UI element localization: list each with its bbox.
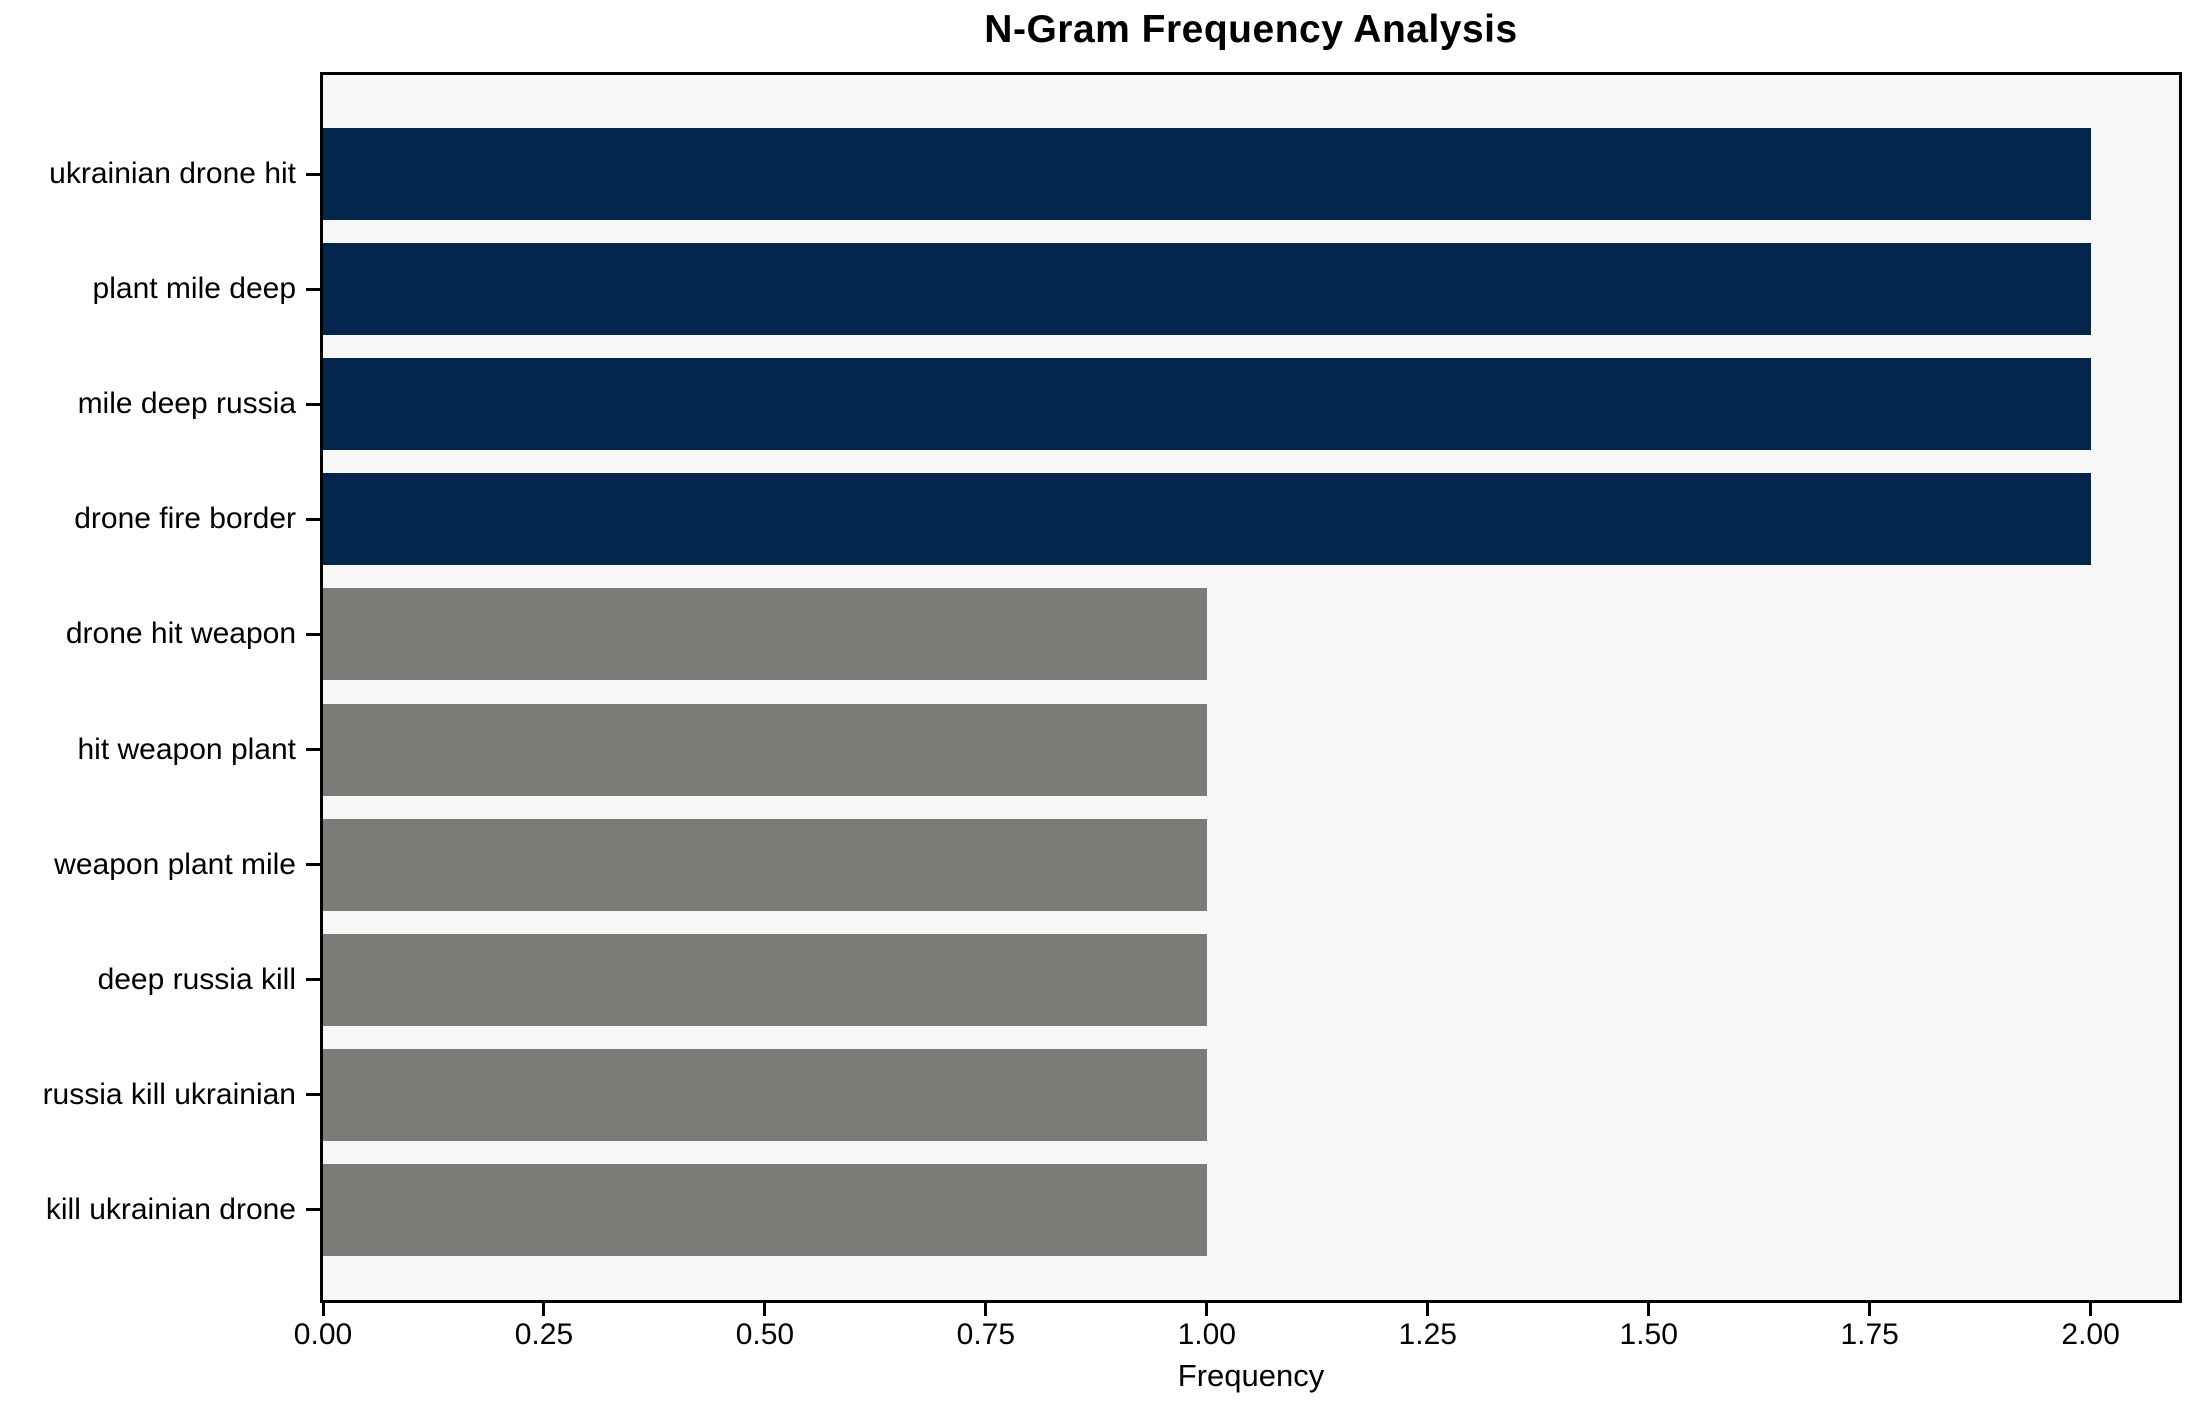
x-tick-label: 0.50 [735, 1318, 795, 1351]
bar-russia-kill-ukrainian [323, 1048, 1207, 1141]
x-tick-mark [1868, 1303, 1872, 1316]
x-axis-label: Frequency [1177, 1358, 1325, 1393]
bar-drone-fire-border [323, 473, 2091, 566]
y-tick-label: kill ukrainian drone [45, 1192, 296, 1226]
x-tick-label: 1.00 [1177, 1318, 1236, 1351]
x-tick-mark [321, 1303, 325, 1316]
bar-drone-hit-weapon [323, 588, 1207, 681]
y-tick-mark [306, 863, 320, 867]
y-tick-label: deep russia kill [97, 962, 296, 996]
y-tick-label: drone fire border [74, 502, 296, 536]
bar-plant-mile-deep [323, 243, 2091, 336]
bar-mile-deep-russia [323, 358, 2091, 451]
x-tick-label: 1.75 [1840, 1318, 1899, 1351]
x-tick-label: 2.00 [2061, 1318, 2120, 1351]
chart-title: N-Gram Frequency Analysis [984, 8, 1518, 51]
y-tick-mark [306, 517, 320, 521]
bar-ukrainian-drone-hit [323, 128, 2091, 220]
y-tick-label: ukrainian drone hit [49, 157, 296, 190]
y-tick-mark [306, 1093, 320, 1097]
x-tick-mark [2089, 1303, 2093, 1316]
y-tick-mark [306, 1208, 320, 1212]
x-tick-mark [1205, 1303, 1209, 1316]
y-tick-label: mile deep russia [77, 387, 296, 421]
y-tick-mark [306, 402, 320, 406]
y-tick-label: weapon plant mile [54, 847, 296, 881]
y-tick-mark [306, 172, 320, 176]
x-tick-mark [542, 1303, 546, 1316]
x-tick-label: 0.00 [293, 1318, 353, 1351]
bar-kill-ukrainian-drone [323, 1163, 1207, 1256]
bar-hit-weapon-plant [323, 703, 1207, 796]
y-tick-label: plant mile deep [92, 272, 296, 306]
x-tick-mark [763, 1303, 767, 1316]
x-tick-mark [984, 1303, 988, 1316]
x-tick-label: 0.75 [956, 1318, 1016, 1351]
y-tick-mark [306, 978, 320, 982]
y-tick-label: drone hit weapon [65, 617, 296, 651]
plot-area [320, 72, 2182, 1303]
y-tick-label: hit weapon plant [77, 732, 297, 766]
x-tick-label: 1.25 [1398, 1318, 1457, 1351]
bar-weapon-plant-mile [323, 818, 1207, 911]
y-tick-mark [306, 287, 320, 291]
x-tick-label: 0.25 [514, 1318, 574, 1351]
y-tick-mark [306, 632, 320, 636]
bar-deep-russia-kill [323, 933, 1207, 1026]
y-tick-mark [306, 748, 320, 751]
x-tick-label: 1.50 [1619, 1318, 1678, 1351]
y-tick-label: russia kill ukrainian [42, 1077, 296, 1111]
x-tick-mark [1426, 1303, 1430, 1316]
x-tick-mark [1647, 1303, 1651, 1316]
